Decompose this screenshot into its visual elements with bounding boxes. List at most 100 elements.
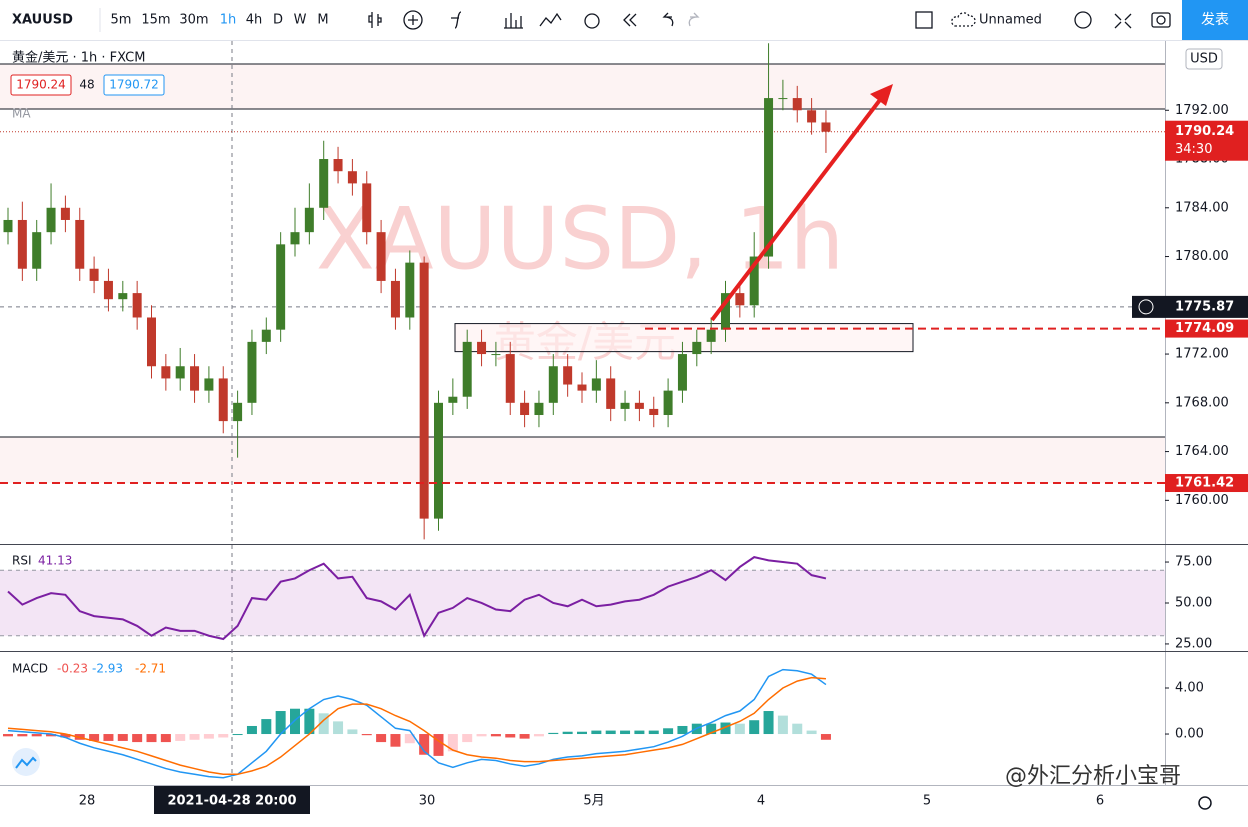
macd-histogram-bar xyxy=(31,734,42,737)
level-label: 1761.42 xyxy=(1175,476,1234,491)
y-tick-label: 1780.00 xyxy=(1175,249,1229,264)
interval[interactable]: 15m xyxy=(141,13,170,28)
candle-body xyxy=(32,232,42,269)
chart-icon[interactable] xyxy=(504,13,523,29)
cloud-icon[interactable] xyxy=(951,12,976,27)
macd-histogram-bar xyxy=(734,723,745,735)
macd-histogram-bar xyxy=(562,731,573,735)
y-tick-label: 1784.00 xyxy=(1175,200,1229,215)
candle-body xyxy=(477,341,487,355)
interval[interactable]: M xyxy=(317,13,328,28)
x-tick-label: 5 xyxy=(923,794,931,809)
interval[interactable]: 4h xyxy=(246,13,263,28)
add-icon[interactable] xyxy=(403,10,423,30)
settings-icon[interactable] xyxy=(1074,11,1092,29)
macd-signal-line xyxy=(7,676,827,776)
zone xyxy=(0,63,1165,110)
last-price-bg xyxy=(1165,120,1248,161)
candle-body xyxy=(548,366,558,403)
y-tick-label: 25.00 xyxy=(1175,636,1212,651)
candle-body xyxy=(721,293,730,330)
macd-histogram-bar xyxy=(246,725,257,735)
fullscreen-icon[interactable] xyxy=(1114,13,1132,29)
candle-body xyxy=(290,232,300,245)
undo-icon[interactable] xyxy=(662,12,674,27)
macd-histogram-bar xyxy=(677,725,688,735)
macd-histogram-bar xyxy=(720,722,731,735)
macd-histogram-bar xyxy=(189,734,200,740)
rsi-band xyxy=(0,570,1165,636)
interval[interactable]: 1h xyxy=(220,13,237,28)
redo-icon xyxy=(688,12,700,27)
snapshot-icon[interactable] xyxy=(1151,12,1171,28)
macd-histogram-bar xyxy=(591,730,602,735)
crosshair-plus xyxy=(1138,299,1154,315)
macd-histogram-bar xyxy=(361,734,372,736)
interval[interactable]: D xyxy=(273,13,283,28)
macd-legend-value: -2.71 xyxy=(135,662,166,676)
candle-body xyxy=(491,354,501,356)
macd-histogram-bar xyxy=(318,713,329,735)
layout-icon[interactable] xyxy=(915,11,933,29)
macd-histogram-bar xyxy=(806,730,817,735)
candle-body xyxy=(735,293,745,306)
interval[interactable]: 5m xyxy=(111,13,132,28)
candle-body xyxy=(118,293,128,300)
y-tick-label: 1772.00 xyxy=(1175,347,1229,362)
candle-body xyxy=(534,402,544,416)
candle-body xyxy=(161,366,171,379)
candle-body xyxy=(577,384,587,391)
macd-histogram-bar xyxy=(462,734,473,743)
zone xyxy=(0,436,1165,484)
candle-body xyxy=(792,98,802,111)
alert-icon[interactable] xyxy=(584,13,600,29)
interval-group: 5m 15m 30m 1h 4h D W M xyxy=(111,13,329,28)
candle-body xyxy=(764,98,774,257)
macd-histogram-bar xyxy=(476,734,487,737)
candle-body xyxy=(132,293,142,318)
candle-body xyxy=(261,329,271,342)
pattern-icon[interactable] xyxy=(539,12,562,27)
fx-icon[interactable] xyxy=(451,11,462,29)
macd-histogram-bar xyxy=(333,721,344,735)
last-price: 1790.24 xyxy=(1175,124,1234,139)
candle-icon[interactable] xyxy=(368,12,382,28)
crosshair-time-bg xyxy=(154,786,310,814)
y-tick-label: 4.00 xyxy=(1175,681,1204,696)
y-tick-label: 1768.00 xyxy=(1175,395,1229,410)
y-tick-label: 0.00 xyxy=(1175,727,1204,742)
candle-body xyxy=(3,219,13,233)
candle-body xyxy=(821,122,831,132)
interval[interactable]: 30m xyxy=(179,13,208,28)
y-tick-label: 75.00 xyxy=(1175,555,1212,570)
candle-body xyxy=(778,98,788,100)
symbol[interactable]: XAUUSD xyxy=(12,13,73,28)
publish-label[interactable]: 发表 xyxy=(1201,12,1229,28)
candle-body xyxy=(60,207,70,220)
macd-histogram-bar xyxy=(447,734,458,752)
spread: 48 xyxy=(79,78,94,92)
interval[interactable]: W xyxy=(294,13,307,28)
publish-button[interactable] xyxy=(1182,0,1248,40)
candle-body xyxy=(448,396,458,403)
crosshair-price: 1775.87 xyxy=(1175,299,1234,314)
y-tick-label: 50.00 xyxy=(1175,595,1212,610)
bid-box xyxy=(10,74,72,96)
macd-histogram-bar xyxy=(404,734,415,744)
candle-body xyxy=(304,207,314,233)
candle-body xyxy=(89,268,99,281)
legend-title: 黄金/美元 · 1h · FXCM xyxy=(12,50,145,66)
layout-name[interactable]: Unnamed xyxy=(979,13,1042,28)
macd-histogram-bar xyxy=(548,732,559,735)
toolbar-icons xyxy=(368,10,1171,30)
ask-box xyxy=(103,74,165,96)
macd-histogram-bar xyxy=(60,734,71,738)
footer-watermark: @外汇分析小宝哥 xyxy=(1005,764,1181,789)
candle-body xyxy=(649,408,659,416)
macd-histogram-bar xyxy=(777,715,788,735)
macd-histogram-bar xyxy=(763,711,774,735)
candle-body xyxy=(175,366,185,379)
macd-histogram-bar xyxy=(275,711,286,735)
replay-icon[interactable] xyxy=(623,13,637,27)
arrow-line xyxy=(710,90,888,322)
